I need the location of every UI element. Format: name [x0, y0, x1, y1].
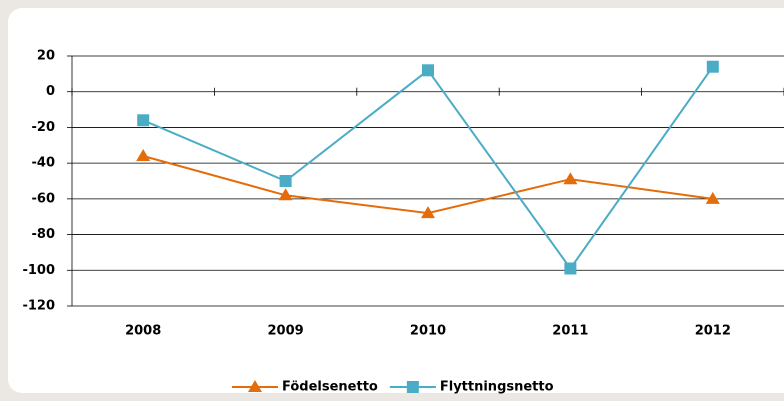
- legend-label: Flyttningsnetto: [440, 380, 554, 395]
- legend-label: Födelsenetto: [282, 380, 378, 395]
- y-tick-label: 0: [46, 84, 55, 99]
- marker: [279, 175, 292, 187]
- x-tick-label: 2010: [410, 324, 446, 339]
- marker: [278, 188, 293, 201]
- y-tick-label: 20: [37, 49, 55, 64]
- y-tick-label: -100: [22, 263, 55, 278]
- marker: [422, 64, 434, 77]
- y-tick-label: -80: [32, 227, 56, 242]
- y-tick-label: -20: [32, 120, 56, 135]
- marker: [563, 172, 578, 185]
- marker: [137, 114, 150, 127]
- marker: [564, 262, 577, 275]
- marker: [248, 380, 262, 392]
- marker: [406, 381, 419, 393]
- y-tick-label: -40: [32, 156, 56, 171]
- marker: [136, 149, 151, 161]
- x-tick-label: 2012: [695, 324, 731, 339]
- x-tick-label: 2008: [125, 324, 161, 339]
- y-tick-label: -60: [32, 191, 56, 206]
- x-tick-label: 2011: [552, 324, 588, 339]
- marker: [706, 60, 719, 73]
- marker: [421, 206, 435, 219]
- marker: [705, 191, 720, 204]
- chart-panel: [8, 8, 784, 393]
- x-tick-label: 2009: [268, 324, 304, 339]
- y-tick-label: -120: [22, 299, 55, 314]
